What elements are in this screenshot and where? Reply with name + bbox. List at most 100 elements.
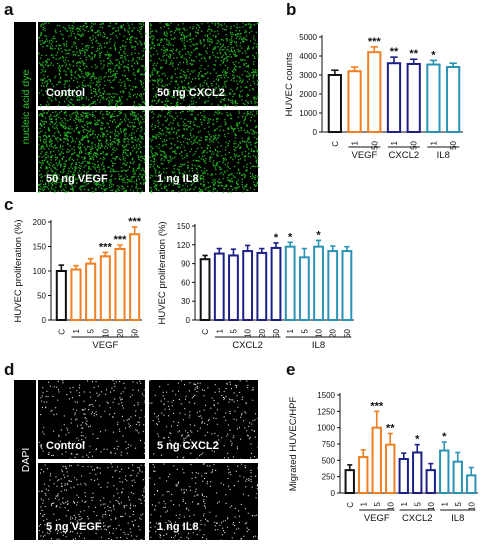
micrograph-a-3: 50 ng VEGF bbox=[38, 110, 147, 194]
c2-bar-9 bbox=[327, 250, 339, 321]
panel-c-letter: c bbox=[4, 195, 13, 214]
c2-x-tick-label-1: 1 bbox=[215, 328, 224, 333]
c2-y-tick-label-1: 30 bbox=[181, 297, 190, 306]
e-bar-0 bbox=[344, 469, 355, 494]
micrograph-d-2: 5 ng CXCL2 bbox=[149, 380, 259, 460]
micrograph-label-d-4: 1 ng IL8 bbox=[157, 521, 199, 533]
c1-y-label: HUVEC proliferation (%) bbox=[13, 220, 24, 323]
e-x-tick-label-0: C bbox=[346, 502, 355, 508]
c2-bar-2 bbox=[228, 254, 239, 322]
e-x-tick-label-5: 5 bbox=[413, 501, 422, 506]
e-x-tick-label-3: 10 bbox=[386, 501, 395, 510]
c1-bar-1 bbox=[70, 268, 82, 321]
b-y-tick-label-4: 4000 bbox=[299, 52, 317, 61]
e-bar-8 bbox=[452, 460, 463, 495]
c2-significance-6: * bbox=[288, 231, 293, 243]
b-bar-1 bbox=[347, 70, 362, 133]
micrograph-label-d-2: 5 ng CXCL2 bbox=[157, 440, 219, 452]
c1-x-tick-label-2: 5 bbox=[87, 328, 96, 333]
panel-a-micrographs: Control 50 ng CXCL2 50 ng VEGF 1 ng IL8 bbox=[38, 22, 260, 194]
c1-bar-5 bbox=[129, 233, 141, 321]
b-x-tick-label-1: 1 bbox=[351, 140, 360, 145]
b-significance-4: ** bbox=[409, 48, 418, 60]
e-significance-3: ** bbox=[386, 423, 395, 435]
b-x-tick-label-5: 1 bbox=[429, 140, 438, 145]
micrograph-d-4: 1 ng IL8 bbox=[149, 463, 259, 541]
panel-b-letter: b bbox=[286, 0, 296, 19]
panel-e-letter: e bbox=[286, 360, 295, 379]
c1-x-tick-label-4: 20 bbox=[116, 328, 125, 337]
panel-d-letter: d bbox=[4, 360, 14, 379]
e-y-tick-label-0: 0 bbox=[331, 489, 336, 498]
e-x-tick-label-1: 1 bbox=[359, 501, 368, 506]
e-y-tick-label-2: 500 bbox=[322, 456, 336, 465]
e-y-tick-label-3: 750 bbox=[322, 440, 336, 449]
b-bar-6 bbox=[446, 66, 461, 133]
c1-x-tick-label-1: 1 bbox=[72, 328, 81, 333]
e-group-label-1: CXCL2 bbox=[402, 513, 433, 524]
c2-group-label-1: IL8 bbox=[312, 340, 325, 351]
c1-bar-4 bbox=[114, 247, 126, 321]
c2-x-tick-label-9: 20 bbox=[329, 328, 338, 337]
e-x-tick-label-7: 1 bbox=[440, 501, 449, 506]
micrograph-label-a-4: 1 ng IL8 bbox=[157, 173, 199, 185]
b-y-tick-label-3: 3000 bbox=[299, 71, 317, 80]
e-significance-2: *** bbox=[370, 400, 384, 412]
e-group-label-2: IL8 bbox=[451, 513, 464, 524]
c2-y-label: HUVEC proliferation (%) bbox=[157, 222, 168, 325]
c2-significance-8: * bbox=[316, 229, 321, 241]
c2-y-tick-label-3: 90 bbox=[181, 260, 190, 269]
e-bar-6 bbox=[425, 469, 436, 494]
c2-x-tick-label-4: 20 bbox=[258, 328, 267, 337]
b-y-tick-label-5: 5000 bbox=[299, 33, 317, 42]
b-significance-3: ** bbox=[390, 46, 399, 58]
e-bar-1 bbox=[358, 456, 369, 495]
c2-x-tick-label-6: 1 bbox=[286, 328, 295, 333]
e-bar-4 bbox=[398, 458, 409, 495]
micrograph-a-2: 50 ng CXCL2 bbox=[149, 22, 259, 108]
chart-c-vegf: c 0 50 100 150 200 HUVEC proliferation (%) C 1 5 *… bbox=[4, 195, 142, 351]
c2-bar-10 bbox=[341, 250, 353, 321]
b-y-tick-label-0: 0 bbox=[313, 128, 318, 137]
c2-x-tick-label-7: 5 bbox=[300, 328, 309, 333]
e-bar-3 bbox=[385, 443, 396, 494]
c2-x-tick-label-3: 10 bbox=[244, 328, 253, 337]
e-x-tick-label-2: 5 bbox=[373, 501, 382, 506]
c2-y-tick-label-4: 120 bbox=[177, 241, 191, 250]
b-bar-5 bbox=[426, 63, 441, 133]
e-bar-9 bbox=[466, 474, 477, 494]
c1-x-tick-label-3: 10 bbox=[101, 328, 110, 337]
c1-bar-2 bbox=[85, 262, 97, 321]
c1-y-tick-label-1: 50 bbox=[37, 292, 46, 301]
c2-bar-4 bbox=[256, 251, 268, 322]
micrograph-label-a-1: Control bbox=[46, 87, 85, 99]
micrograph-label-d-1: Control bbox=[46, 440, 85, 452]
e-significance-7: * bbox=[442, 431, 447, 443]
micrograph-label-a-2: 50 ng CXCL2 bbox=[157, 87, 225, 99]
b-bar-2 bbox=[367, 51, 382, 134]
b-group-label-0: VEGF bbox=[351, 150, 377, 161]
panel-a-side-bar bbox=[14, 22, 36, 192]
c2-y-tick-label-2: 60 bbox=[181, 278, 190, 287]
c2-bar-0 bbox=[199, 258, 211, 322]
e-y-tick-label-4: 1000 bbox=[317, 424, 335, 433]
c1-x-tick-label-5: 50 bbox=[131, 328, 140, 337]
micrograph-label-d-3: 5 ng VEGF bbox=[46, 521, 102, 533]
e-bar-2 bbox=[371, 426, 382, 494]
c1-bar-0 bbox=[55, 270, 67, 321]
c2-x-tick-label-5: 50 bbox=[272, 328, 281, 337]
b-x-tick-label-3: 1 bbox=[390, 140, 399, 145]
c1-significance-5: *** bbox=[128, 216, 142, 228]
c1-significance-4: *** bbox=[114, 234, 128, 246]
c2-significance-5: * bbox=[274, 232, 279, 244]
c2-x-tick-label-10: 50 bbox=[343, 328, 352, 337]
b-bar-3 bbox=[386, 62, 402, 133]
e-x-tick-label-4: 1 bbox=[400, 501, 409, 506]
e-bar-5 bbox=[412, 451, 423, 495]
b-y-tick-label-1: 1000 bbox=[299, 109, 317, 118]
c2-group-label-0: CXCL2 bbox=[232, 340, 263, 351]
e-group-label-0: VEGF bbox=[364, 513, 390, 524]
micrograph-d-3: 5 ng VEGF bbox=[38, 463, 146, 541]
